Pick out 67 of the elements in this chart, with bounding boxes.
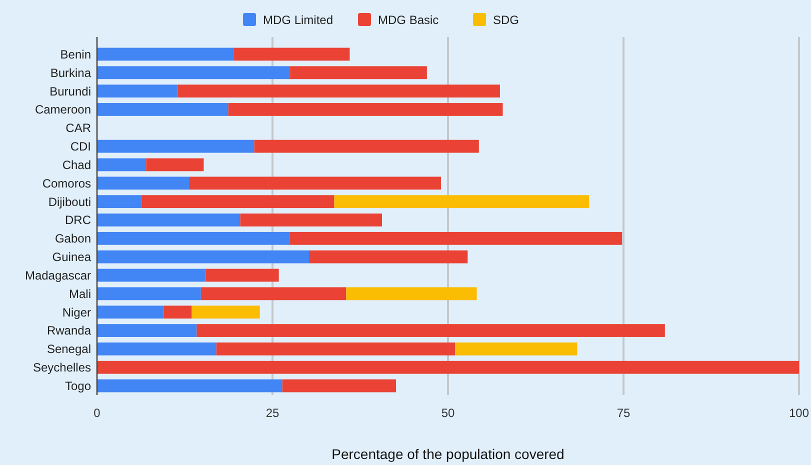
bar bbox=[178, 84, 500, 98]
x-axis-title: Percentage of the population covered bbox=[332, 446, 564, 462]
bar bbox=[97, 360, 799, 374]
bar bbox=[233, 48, 350, 61]
y-tick-label: CDI bbox=[70, 140, 91, 154]
x-tick-label: 25 bbox=[266, 406, 280, 420]
x-tick-label: 0 bbox=[94, 406, 101, 420]
y-tick-label: Chad bbox=[62, 158, 91, 172]
y-tick-label: Dijibouti bbox=[48, 194, 91, 209]
legend-label: MDG Limited bbox=[263, 13, 334, 28]
bar bbox=[97, 214, 240, 226]
bar bbox=[228, 103, 503, 116]
x-tick-label: 50 bbox=[441, 406, 455, 420]
y-tick-label: Comoros bbox=[42, 176, 91, 190]
bar bbox=[97, 103, 228, 116]
y-tick-label: Seychelles bbox=[32, 360, 91, 375]
y-tick-label: Burundi bbox=[50, 84, 91, 98]
bar bbox=[97, 250, 310, 264]
bar bbox=[97, 140, 254, 153]
bar bbox=[455, 342, 578, 356]
bar bbox=[334, 195, 590, 208]
bar bbox=[97, 158, 146, 172]
legend-label: SDG bbox=[493, 13, 520, 28]
bar bbox=[290, 66, 427, 80]
bar bbox=[146, 158, 204, 172]
y-tick-label: Senegal bbox=[46, 342, 91, 356]
y-tick-label: Burkina bbox=[50, 66, 92, 80]
bar bbox=[97, 342, 216, 356]
y-tick-label: Togo bbox=[64, 378, 92, 393]
bar bbox=[309, 250, 468, 264]
bar bbox=[188, 176, 441, 190]
y-tick-label: Cameroon bbox=[34, 102, 91, 117]
bar bbox=[216, 342, 456, 356]
bar bbox=[346, 287, 477, 300]
y-tick-label: Madagascar bbox=[24, 268, 91, 282]
y-tick-label: Gabon bbox=[54, 232, 91, 246]
bar bbox=[192, 306, 260, 319]
bar bbox=[240, 214, 382, 226]
y-tick-label: CAR bbox=[66, 121, 92, 136]
x-tick-label: 100 bbox=[788, 406, 810, 420]
bar bbox=[289, 232, 622, 245]
bar bbox=[254, 140, 479, 153]
bar bbox=[97, 268, 206, 282]
y-tick-label: Benin bbox=[60, 47, 91, 62]
y-tick-label: Mali bbox=[68, 286, 91, 301]
legend-label: MDG Basic bbox=[378, 13, 439, 28]
bar bbox=[97, 195, 142, 208]
bar bbox=[97, 66, 290, 80]
y-tick-label: Rwanda bbox=[46, 324, 92, 338]
bar bbox=[97, 48, 234, 61]
y-tick-label: Guinea bbox=[52, 250, 92, 264]
bar bbox=[97, 379, 282, 392]
y-tick-label: Niger bbox=[62, 305, 91, 320]
bar bbox=[97, 232, 290, 245]
bar bbox=[97, 287, 201, 300]
bar bbox=[206, 268, 279, 282]
x-tick-label: 75 bbox=[616, 406, 630, 420]
bar bbox=[164, 306, 192, 319]
bar bbox=[97, 324, 197, 337]
y-tick-label: DRC bbox=[65, 213, 92, 228]
bar bbox=[97, 84, 178, 98]
bar bbox=[97, 306, 164, 319]
bar bbox=[282, 379, 396, 392]
bar bbox=[196, 324, 665, 337]
bar bbox=[200, 287, 346, 300]
bar bbox=[142, 195, 334, 208]
bar bbox=[97, 176, 189, 190]
